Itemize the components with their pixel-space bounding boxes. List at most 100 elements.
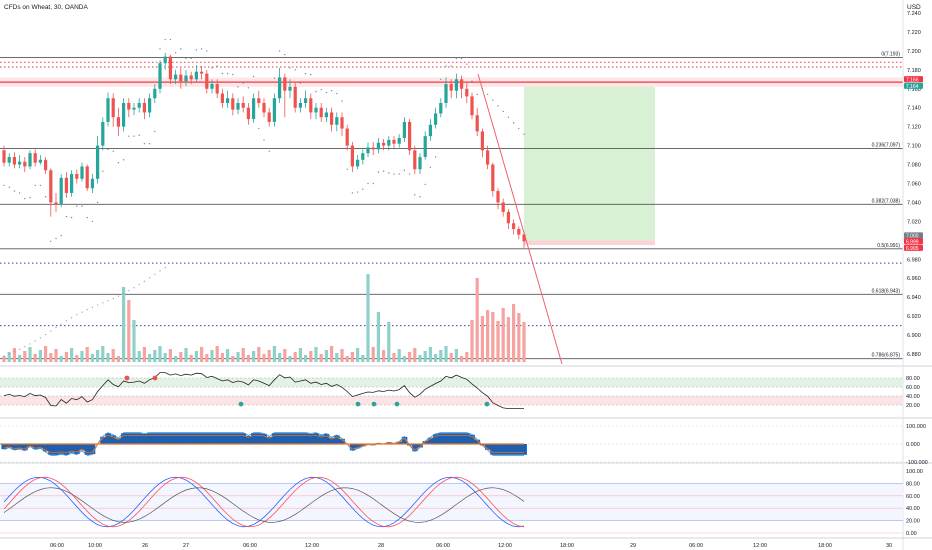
sar-dot: [341, 100, 343, 102]
candle-body: [127, 102, 131, 110]
sar-dot: [419, 196, 421, 198]
price-tick-label: 6.900: [907, 333, 921, 339]
macd-histogram-bar: [453, 433, 460, 444]
macd-histogram-bar: [115, 438, 122, 444]
macd-signal-line: [3, 434, 524, 454]
macd-histogram-bar: [459, 433, 465, 444]
sar-dot: [414, 194, 416, 196]
sar-dot: [403, 169, 406, 171]
candle-body: [439, 102, 443, 114]
macd-histogram-bar: [43, 444, 49, 452]
macd-histogram-bar: [199, 433, 205, 444]
sar-dot: [24, 197, 26, 200]
macd-histogram-bar: [245, 435, 252, 444]
sar-dot: [96, 201, 99, 204]
sar-dot: [398, 173, 400, 175]
macd-histogram-bar: [308, 433, 314, 444]
macd-histogram-bar: [339, 438, 345, 444]
macd-histogram-bar: [271, 433, 278, 444]
fib-level-label: 0.382(7.038): [872, 198, 901, 204]
volume-ma-dot: [24, 346, 26, 348]
volume-bar: [470, 320, 474, 362]
volume-bar: [116, 356, 121, 362]
volume-ma-dot: [154, 273, 156, 275]
candle-body: [121, 102, 126, 127]
macd-histogram-bar: [79, 444, 85, 451]
target-zone: [524, 84, 655, 241]
volume-bar: [173, 356, 178, 362]
volume-bar: [49, 353, 53, 362]
volume-bar: [262, 354, 266, 362]
volume-bar: [324, 350, 329, 362]
candle-body: [168, 56, 173, 80]
macd-histogram-bar: [386, 442, 392, 444]
volume-bar: [246, 355, 251, 362]
time-tick-label: 26: [142, 543, 148, 549]
candle-body: [43, 159, 48, 171]
volume-ma-dot: [13, 351, 15, 353]
macd-histogram-bar: [490, 444, 496, 455]
volume-bar: [220, 353, 225, 362]
rsi-signal-dot: [238, 401, 244, 407]
volume-bar: [491, 312, 495, 362]
sar-dot: [174, 52, 177, 54]
macd-histogram-bar: [261, 433, 267, 444]
macd-histogram-bar: [349, 444, 356, 451]
macd-histogram-bar: [235, 433, 241, 444]
time-tick-label: 06:00: [50, 543, 64, 549]
macd-line: [3, 432, 524, 456]
sar-dot: [377, 171, 380, 173]
macd-histogram-bar: [313, 433, 319, 444]
volume-bar: [12, 348, 17, 362]
sar-dot: [258, 127, 260, 130]
macd-tick-label: 100.000: [906, 424, 926, 430]
volume-bar: [225, 349, 230, 362]
sar-dot: [107, 148, 109, 151]
volume-bar: [236, 352, 240, 362]
volume-bar: [80, 351, 84, 362]
macd-histogram-bar: [110, 435, 117, 444]
volume-bar: [314, 347, 318, 362]
volume-bar: [501, 308, 505, 362]
volume-bar: [449, 353, 453, 362]
macd-histogram-bar: [412, 444, 418, 452]
labels-layer: 0(7.193) 0.236(7.097) 0.382(7.038) 0.5(6.99…: [50, 11, 928, 549]
candle-body: [205, 73, 209, 89]
sar-dot: [507, 116, 510, 118]
candle-body: [392, 139, 396, 144]
volume-bar: [335, 353, 339, 362]
sar-dot: [284, 53, 286, 56]
rsi-signal-dot: [355, 401, 361, 407]
candle-body: [95, 145, 100, 179]
macd-histogram-bar: [100, 436, 106, 444]
fib-level-label: 0.5(6.991): [877, 243, 900, 249]
volume-bar: [345, 356, 349, 362]
candle-body: [241, 102, 245, 108]
sar-dot: [112, 150, 114, 152]
sar-dot: [169, 38, 172, 41]
macd-histogram-bar: [443, 433, 449, 444]
macd-histogram-bar: [37, 444, 44, 449]
candle-body: [147, 98, 152, 113]
candle-body: [454, 79, 459, 91]
macd-histogram-bar: [11, 444, 18, 450]
macd-histogram-bar: [167, 433, 174, 444]
candle-body: [517, 228, 521, 235]
candle-body: [381, 142, 386, 146]
macd-histogram-bar: [89, 444, 96, 455]
candle-body: [17, 161, 22, 165]
time-tick-label: 27: [183, 543, 189, 549]
sar-dot: [460, 57, 463, 60]
sar-dot: [154, 130, 156, 133]
candle-body: [511, 223, 516, 229]
volume-ma-dot: [133, 287, 135, 289]
volume-bar: [506, 317, 511, 362]
volume-ma-dot: [34, 340, 36, 342]
volume-bar: [371, 347, 375, 362]
stoch-k-line: [3, 476, 525, 528]
sar-dot: [382, 170, 385, 172]
candle-body: [345, 128, 349, 146]
volume-bar: [465, 352, 469, 362]
macd-histogram-bar: [32, 444, 39, 450]
